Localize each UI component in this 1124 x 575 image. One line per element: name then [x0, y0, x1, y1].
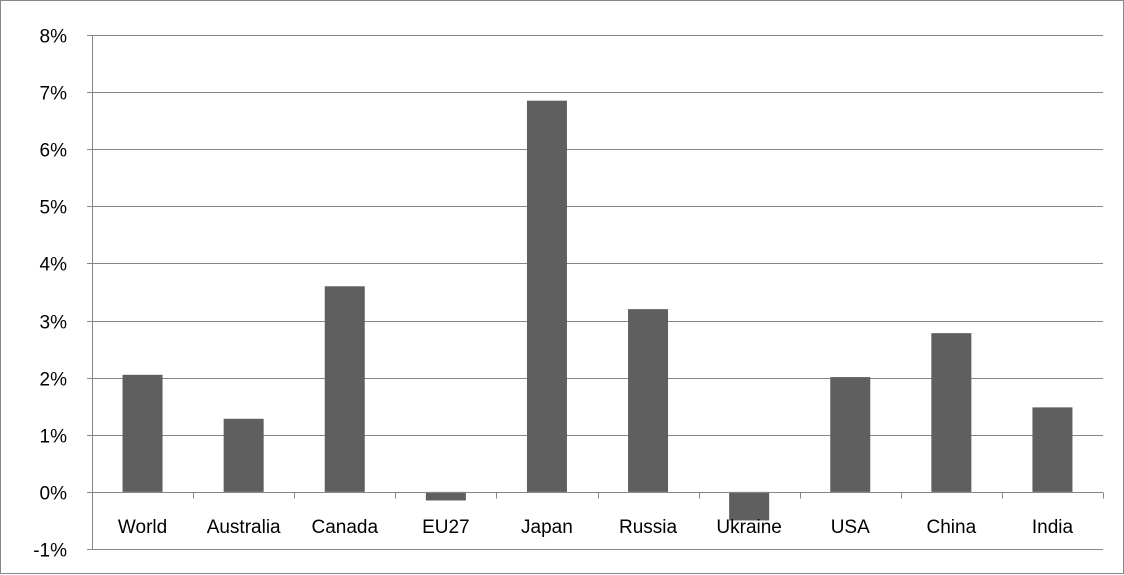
bar-usa [830, 377, 871, 492]
y-tick-label: 7% [40, 84, 68, 105]
bar-russia [628, 309, 669, 492]
bar-eu27 [425, 491, 466, 501]
bar-world [122, 374, 163, 492]
bar-australia [223, 418, 264, 492]
category-label: World [118, 517, 167, 538]
y-tick-label: 6% [40, 141, 68, 162]
bar-canada [324, 286, 365, 492]
y-tick-label: -1% [33, 541, 67, 562]
category-label: Russia [619, 517, 678, 538]
bar-japan [526, 100, 567, 492]
category-label: USA [831, 517, 870, 538]
gridlines [92, 35, 1103, 550]
category-labels: World Australia Canada EU27 Japan Russia Ukrai… [118, 517, 1074, 538]
category-label: China [927, 517, 977, 538]
y-tick-label: 4% [40, 255, 68, 276]
y-tick-labels: 8% 7% 6% 5% 4% 3% 2% 1% 0% -1% [33, 27, 67, 562]
category-label: India [1032, 517, 1074, 538]
bars [122, 100, 1073, 521]
bar-india [1032, 407, 1073, 492]
category-label: Australia [207, 517, 281, 538]
category-label: EU27 [422, 517, 470, 538]
bar-china [931, 333, 972, 492]
y-tick-label: 1% [40, 427, 68, 448]
bar-ukraine [729, 491, 770, 521]
y-tick-label: 8% [40, 27, 68, 48]
y-tick-label: 5% [40, 198, 68, 219]
category-label: Ukraine [716, 517, 781, 538]
y-tick-label: 2% [40, 370, 68, 391]
y-tick-label: 3% [40, 313, 68, 334]
category-label: Canada [311, 517, 378, 538]
axes [87, 35, 1104, 550]
category-label: Japan [521, 517, 573, 538]
y-tick-label: 0% [40, 484, 68, 505]
